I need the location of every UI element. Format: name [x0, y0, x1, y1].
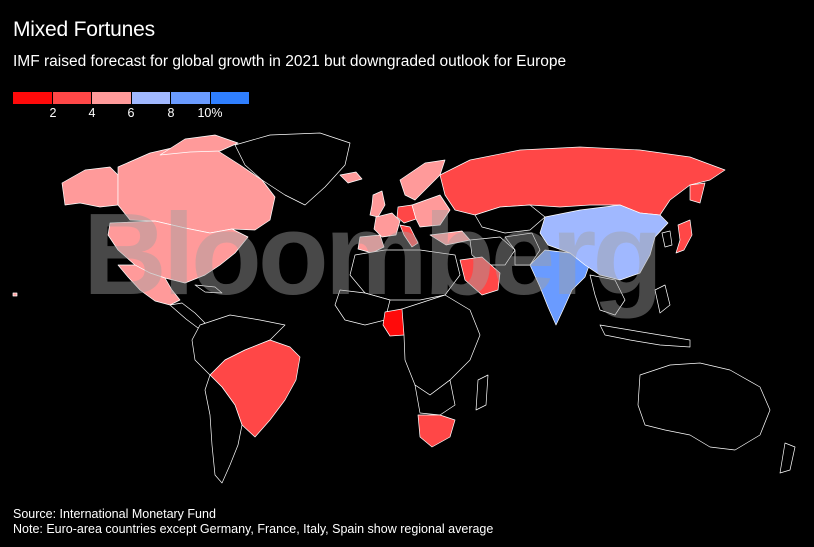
country-turkey: [429, 230, 471, 246]
footnote: Note: Euro-area countries except Germany…: [13, 522, 494, 536]
country-scandinavia: [399, 159, 446, 201]
chart-subtitle: IMF raised forecast for global growth in…: [13, 53, 567, 70]
country-madagascar: [475, 374, 489, 411]
country-canada-islands: [159, 134, 239, 156]
country-eastern-europe: [411, 194, 451, 228]
country-iceland: [339, 171, 363, 184]
country-central-asia: [474, 204, 546, 234]
legend-label-8: 8: [167, 106, 175, 120]
world-map: [12, 132, 796, 484]
country-united-states: [107, 220, 249, 284]
color-legend: 2 4 6 8 10%: [13, 92, 253, 122]
country-new-zealand: [779, 442, 796, 474]
country-southern-africa: [414, 379, 456, 416]
legend-swatch-5: [210, 92, 250, 104]
legend-swatch-1: [52, 92, 92, 104]
country-cuba: [194, 284, 223, 294]
country-russia: [439, 146, 726, 216]
country-central-africa: [401, 294, 481, 396]
legend-bar: [13, 92, 250, 104]
legend-swatch-3: [131, 92, 171, 104]
country-australia: [637, 362, 771, 451]
country-hawaii: [12, 292, 18, 297]
legend-swatch-0: [13, 92, 53, 104]
legend-label-6: 6: [127, 106, 135, 120]
legend-swatch-2: [92, 92, 132, 104]
legend-label-2: 2: [49, 106, 57, 120]
chart-title: Mixed Fortunes: [13, 18, 155, 41]
country-france: [373, 212, 401, 238]
legend-label-10: 10%: [197, 106, 223, 120]
legend-labels: 2 4 6 8 10%: [13, 106, 253, 122]
source-note: Source: International Monetary Fund: [13, 507, 216, 521]
country-south-africa: [417, 414, 456, 448]
country-japan: [675, 219, 693, 254]
country-germany: [396, 204, 417, 224]
country-indonesia: [599, 324, 691, 348]
country-mexico: [117, 264, 181, 306]
country-southeast-asia: [589, 274, 626, 316]
country-china: [539, 204, 669, 281]
country-spain: [357, 234, 385, 254]
country-india: [529, 249, 591, 326]
country-united-kingdom: [369, 190, 386, 218]
country-southern-cone: [204, 374, 243, 484]
legend-swatch-4: [171, 92, 211, 104]
country-alaska: [61, 166, 119, 208]
country-north-africa: [349, 249, 461, 301]
country-italy: [399, 224, 419, 248]
country-greenland: [234, 132, 351, 206]
country-saudi-arabia: [459, 256, 501, 296]
country-russia-east: [689, 182, 706, 204]
legend-label-4: 4: [88, 106, 96, 120]
country-central-america: [169, 302, 206, 329]
country-philippines: [654, 284, 671, 314]
country-west-africa: [334, 289, 391, 326]
country-korea: [661, 230, 673, 248]
